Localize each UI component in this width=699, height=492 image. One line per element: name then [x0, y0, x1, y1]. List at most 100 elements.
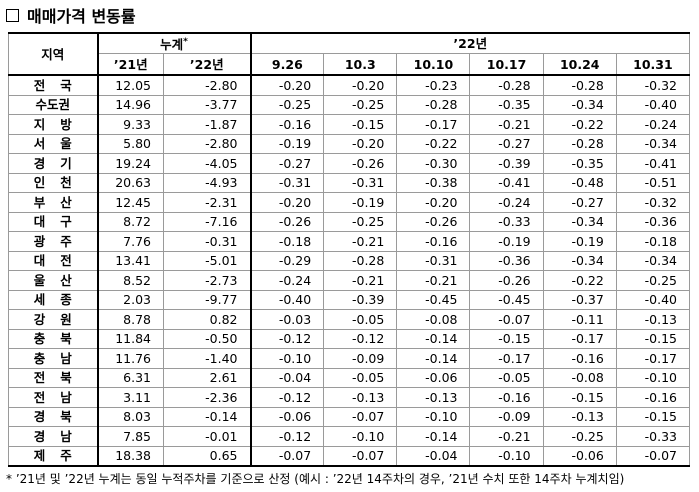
table-header: 지역 누계* ’22년 ’21년 ’22년 9.26 10.3 10.10 10.17 10… [8, 32, 691, 77]
value-cell: -0.45 [396, 289, 471, 311]
value-cell: -0.39 [323, 289, 398, 311]
value-cell: -0.13 [323, 387, 398, 408]
value-cell: -0.35 [469, 94, 544, 116]
header-row: 지역 누계* ’22년 [8, 32, 690, 77]
value-cell: -0.16 [469, 387, 544, 408]
value-cell: -0.27 [469, 133, 544, 155]
region-cell: 충북 [8, 328, 99, 350]
region-cell: 경기 [8, 153, 99, 174]
value-cell: -0.13 [396, 387, 471, 408]
region-cell: 강원 [8, 309, 99, 330]
subheader-row: ’21년 ’22년 9.26 10.3 10.10 10.17 10.24 10.31 [9, 53, 691, 77]
table-row: 수도권 14.96 -3.77 -0.25 -0.25 -0.28 -0.35 -0.34 -0… [8, 94, 691, 116]
region-cell: 울산 [8, 270, 99, 291]
table-row: 경기 19.24 -4.05 -0.27 -0.26 -0.30 -0.39 -0.35 -0.… [8, 153, 691, 174]
value-cell: -0.03 [250, 309, 325, 330]
checkbox-icon [6, 8, 19, 22]
region-cell: 전국 [8, 74, 99, 96]
value-cell: -0.32 [615, 192, 691, 213]
value-cell: -0.17 [396, 114, 471, 135]
value-cell: 12.45 [97, 192, 164, 213]
value-cell: -0.36 [615, 211, 691, 233]
table-row: 제주 18.38 0.65 -0.07 -0.07 -0.04 -0.10 -0.06 -0.0… [8, 445, 691, 467]
region-cell: 대구 [8, 211, 99, 233]
value-cell: -0.28 [542, 133, 617, 155]
value-cell: 8.03 [97, 406, 164, 428]
value-cell: -0.40 [250, 289, 325, 311]
value-cell: -7.16 [162, 211, 252, 233]
value-cell: -0.35 [542, 153, 617, 174]
table-row: 부산 12.45 -2.31 -0.20 -0.19 -0.20 -0.24 -0.27 -0.… [8, 192, 691, 213]
value-cell: -0.51 [615, 172, 691, 194]
value-cell: -0.27 [250, 153, 325, 174]
value-cell: -0.22 [542, 114, 617, 135]
value-cell: -0.29 [250, 250, 325, 272]
value-cell: -0.10 [250, 348, 325, 369]
value-cell: -0.33 [615, 426, 691, 447]
value-cell: -0.25 [615, 270, 691, 291]
value-cell: -0.09 [323, 348, 398, 369]
value-cell: -0.05 [323, 309, 398, 330]
value-cell: -0.07 [250, 445, 325, 467]
value-cell: -3.77 [162, 94, 252, 116]
value-cell: 3.11 [97, 387, 164, 408]
value-cell: -0.26 [323, 153, 398, 174]
region-cell: 제주 [8, 445, 99, 467]
region-cell: 서울 [8, 133, 99, 155]
value-cell: -0.25 [323, 94, 398, 116]
value-cell: -0.20 [323, 133, 398, 155]
cumulative-mark: * [183, 37, 188, 47]
value-cell: -0.13 [542, 406, 617, 428]
value-cell: -0.19 [323, 192, 398, 213]
table-row: 서울 5.80 -2.80 -0.19 -0.20 -0.22 -0.27 -0.28 -0.3… [8, 133, 691, 155]
value-cell: -0.21 [323, 231, 398, 252]
value-cell: -0.31 [250, 172, 325, 194]
footnote-mark: * [6, 472, 12, 486]
value-cell: -0.26 [396, 211, 471, 233]
value-cell: -0.16 [396, 231, 471, 252]
value-cell: -0.32 [615, 74, 691, 96]
value-cell: -0.12 [250, 328, 325, 350]
value-cell: 18.38 [97, 445, 164, 467]
value-cell: 13.41 [97, 250, 164, 272]
value-cell: 6.31 [97, 367, 164, 389]
value-cell: -0.08 [396, 309, 471, 330]
value-cell: -0.17 [542, 328, 617, 350]
value-cell: 8.78 [97, 309, 164, 330]
region-cell: 광주 [8, 231, 99, 252]
table-row: 전북 6.31 2.61 -0.04 -0.05 -0.06 -0.05 -0.08 -0.10 [8, 367, 691, 389]
value-cell: 7.76 [97, 231, 164, 252]
value-cell: -0.45 [469, 289, 544, 311]
value-cell: -0.06 [250, 406, 325, 428]
value-cell: -0.27 [542, 192, 617, 213]
value-cell: -0.34 [542, 250, 617, 272]
value-cell: -0.14 [162, 406, 252, 428]
value-cell: -1.87 [162, 114, 252, 135]
value-cell: 8.72 [97, 211, 164, 233]
value-cell: -0.15 [615, 328, 691, 350]
value-cell: -0.28 [396, 94, 471, 116]
value-cell: 8.52 [97, 270, 164, 291]
value-cell: 14.96 [97, 94, 164, 116]
title: 매매가격 변동률 [27, 7, 136, 26]
value-cell: -0.07 [615, 445, 691, 467]
value-cell: 11.76 [97, 348, 164, 369]
value-cell: -0.12 [250, 426, 325, 447]
region-cell: 지방 [8, 114, 99, 135]
value-cell: 12.05 [97, 74, 164, 96]
value-cell: -0.07 [323, 445, 398, 467]
value-cell: -0.48 [542, 172, 617, 194]
value-cell: -0.20 [250, 192, 325, 213]
value-cell: -0.31 [396, 250, 471, 272]
table-row: 충남 11.76 -1.40 -0.10 -0.09 -0.14 -0.17 -0.16 -0.… [8, 348, 691, 369]
value-cell: -4.93 [162, 172, 252, 194]
value-cell: -2.80 [162, 133, 252, 155]
value-cell: -0.41 [615, 153, 691, 174]
value-cell: -0.38 [396, 172, 471, 194]
value-cell: 20.63 [97, 172, 164, 194]
value-cell: -1.40 [162, 348, 252, 369]
footnote: * ’21년 및 ’22년 누계는 동일 누적주차를 기준으로 산정 (예시 :… [6, 470, 624, 487]
value-cell: -0.18 [250, 231, 325, 252]
cumulative-label: 누계 [160, 37, 184, 53]
value-cell: -0.15 [615, 406, 691, 428]
